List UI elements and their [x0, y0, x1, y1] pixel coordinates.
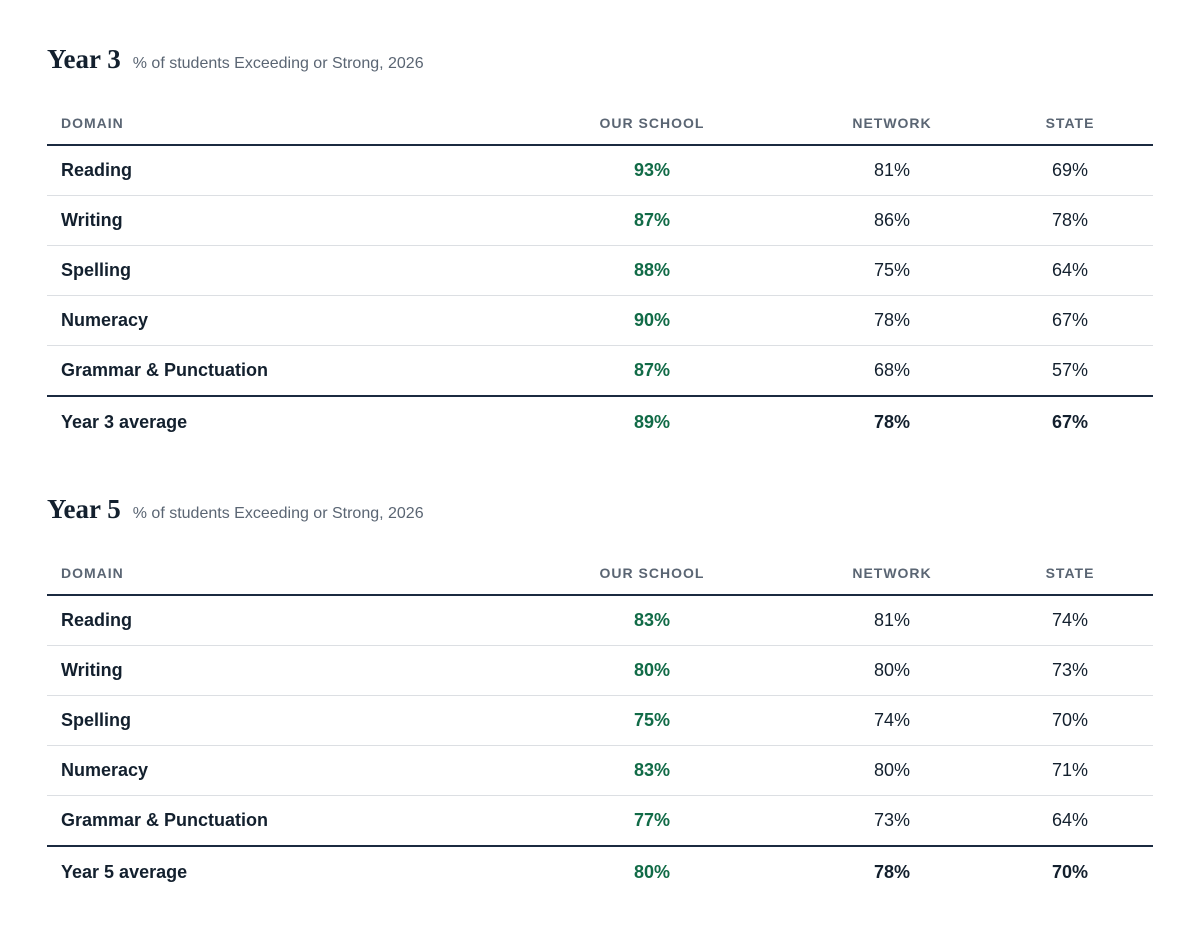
school-value: 77%: [507, 795, 797, 847]
table-header-row: DOMAIN OUR SCHOOL NETWORK STATE: [47, 106, 1153, 146]
state-value: 74%: [987, 595, 1153, 646]
results-table: DOMAIN OUR SCHOOL NETWORK STATE Reading …: [47, 556, 1153, 897]
section-subtitle: % of students Exceeding or Strong, 2026: [132, 505, 424, 522]
school-value: 80%: [507, 645, 797, 696]
school-value: 75%: [507, 695, 797, 746]
domain-cell: Reading: [47, 595, 507, 646]
average-network-value: 78%: [873, 411, 911, 432]
results-page: Year 3 % of students Exceeding or Strong…: [47, 0, 1153, 897]
column-header-state: STATE: [987, 106, 1153, 146]
school-value: 83%: [507, 595, 797, 646]
column-header-state: STATE: [987, 556, 1153, 596]
domain-cell: Writing: [47, 195, 507, 246]
domain-cell: Grammar & Punctuation: [47, 795, 507, 847]
column-header-our-school: OUR SCHOOL: [507, 106, 797, 146]
state-value: 67%: [987, 295, 1153, 346]
average-network-value: 78%: [873, 861, 911, 882]
table-row: Writing 87% 86% 78%: [47, 195, 1153, 246]
network-value: 68%: [797, 345, 987, 397]
section-header: Year 3 % of students Exceeding or Strong…: [47, 44, 1153, 80]
school-value: 83%: [507, 745, 797, 796]
state-value: 57%: [987, 345, 1153, 397]
school-value: 87%: [507, 195, 797, 246]
average-label: Year 5 average: [61, 861, 188, 882]
table-row: Reading 93% 81% 69%: [47, 145, 1153, 196]
state-value: 78%: [987, 195, 1153, 246]
network-value: 75%: [797, 245, 987, 296]
year-3-section: Year 3 % of students Exceeding or Strong…: [47, 44, 1153, 447]
table-header-row: DOMAIN OUR SCHOOL NETWORK STATE: [47, 556, 1153, 596]
domain-cell: Numeracy: [47, 295, 507, 346]
column-header-network: NETWORK: [797, 556, 987, 596]
average-row: Year 5 average 80% 78% 70%: [47, 846, 1153, 897]
average-state-value: 67%: [1051, 411, 1089, 432]
table-row: Numeracy 83% 80% 71%: [47, 745, 1153, 796]
table-row: Grammar & Punctuation 77% 73% 64%: [47, 795, 1153, 847]
average-label: Year 3 average: [61, 411, 188, 432]
year-5-section: Year 5 % of students Exceeding or Strong…: [47, 494, 1153, 897]
school-value: 87%: [507, 345, 797, 397]
section-subtitle: % of students Exceeding or Strong, 2026: [132, 55, 424, 72]
state-value: 64%: [987, 245, 1153, 296]
state-value: 64%: [987, 795, 1153, 847]
average-school-value: 89%: [633, 411, 671, 432]
section-title: Year 5: [47, 494, 121, 524]
state-value: 69%: [987, 145, 1153, 196]
domain-cell: Numeracy: [47, 745, 507, 796]
section-title: Year 3: [47, 44, 121, 74]
network-value: 86%: [797, 195, 987, 246]
average-state-value: 70%: [1051, 861, 1089, 882]
state-value: 71%: [987, 745, 1153, 796]
average-row: Year 3 average 89% 78% 67%: [47, 396, 1153, 447]
column-header-domain: DOMAIN: [47, 106, 507, 146]
network-value: 73%: [797, 795, 987, 847]
school-value: 93%: [507, 145, 797, 196]
state-value: 70%: [987, 695, 1153, 746]
table-row: Spelling 88% 75% 64%: [47, 245, 1153, 296]
column-header-our-school: OUR SCHOOL: [507, 556, 797, 596]
state-value: 73%: [987, 645, 1153, 696]
domain-cell: Reading: [47, 145, 507, 196]
table-row: Numeracy 90% 78% 67%: [47, 295, 1153, 346]
network-value: 81%: [797, 145, 987, 196]
network-value: 80%: [797, 645, 987, 696]
column-header-domain: DOMAIN: [47, 556, 507, 596]
average-school-value: 80%: [633, 861, 671, 882]
network-value: 74%: [797, 695, 987, 746]
table-row: Grammar & Punctuation 87% 68% 57%: [47, 345, 1153, 397]
column-header-network: NETWORK: [797, 106, 987, 146]
domain-cell: Grammar & Punctuation: [47, 345, 507, 397]
results-table: DOMAIN OUR SCHOOL NETWORK STATE Reading …: [47, 106, 1153, 447]
domain-cell: Spelling: [47, 245, 507, 296]
network-value: 81%: [797, 595, 987, 646]
domain-cell: Writing: [47, 645, 507, 696]
table-row: Spelling 75% 74% 70%: [47, 695, 1153, 746]
school-value: 88%: [507, 245, 797, 296]
network-value: 78%: [797, 295, 987, 346]
domain-cell: Spelling: [47, 695, 507, 746]
school-value: 90%: [507, 295, 797, 346]
table-row: Reading 83% 81% 74%: [47, 595, 1153, 646]
network-value: 80%: [797, 745, 987, 796]
table-row: Writing 80% 80% 73%: [47, 645, 1153, 696]
section-header: Year 5 % of students Exceeding or Strong…: [47, 494, 1153, 530]
